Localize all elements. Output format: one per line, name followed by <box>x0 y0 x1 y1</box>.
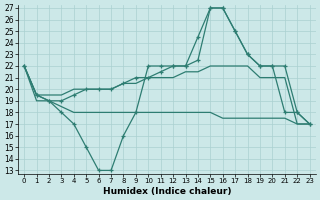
X-axis label: Humidex (Indice chaleur): Humidex (Indice chaleur) <box>103 187 231 196</box>
